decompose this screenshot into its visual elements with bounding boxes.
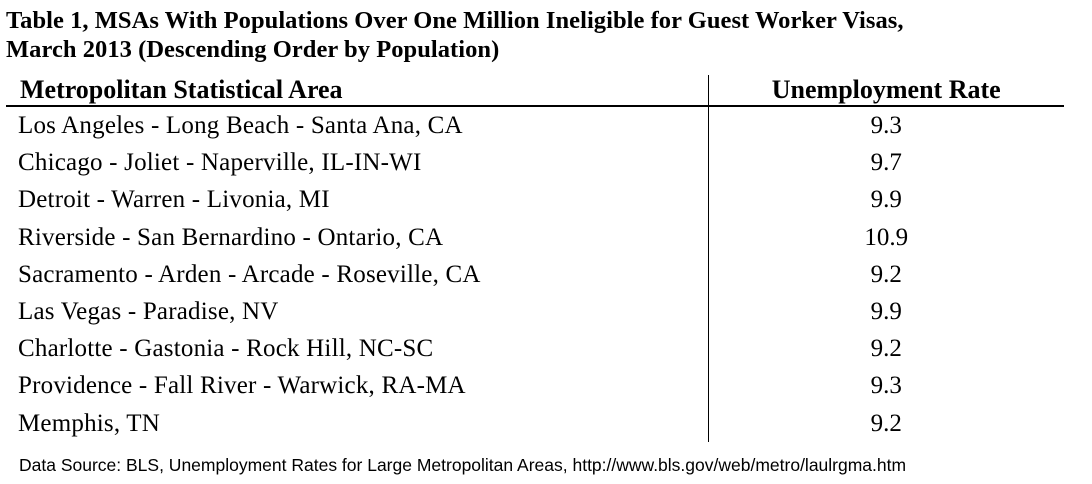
area-cell: Riverside - San Bernardino - Ontario, CA — [18, 223, 444, 251]
table-body: Los Angeles - Long Beach - Santa Ana, CA… — [6, 106, 1064, 442]
area-cell: Las Vegas - Paradise, NV — [18, 298, 279, 326]
rate-cell: 9.3 — [707, 106, 1064, 145]
rate-cell: 9.2 — [707, 404, 1064, 442]
rate-cell: 9.9 — [707, 292, 1064, 331]
data-source-note: Data Source: BLS, Unemployment Rates for… — [19, 455, 907, 475]
table-title-line-1: Table 1, MSAs With Populations Over One … — [6, 7, 904, 34]
table-row: Chicago - Joliet - Naperville, IL-IN-WI … — [6, 144, 1064, 182]
area-cell: Memphis, TN — [18, 409, 161, 437]
table-row: Detroit - Warren - Livonia, MI 9.9 — [6, 181, 1064, 219]
area-cell: Chicago - Joliet - Naperville, IL-IN-WI — [18, 149, 422, 177]
table-title-line-2: March 2013 (Descending Order by Populati… — [6, 36, 500, 63]
unemployment-table: Metropolitan Statistical Area Unemployme… — [6, 75, 1064, 442]
rate-cell: 9.2 — [707, 255, 1064, 293]
area-cell: Charlotte - Gastonia - Rock Hill, NC-SC — [18, 335, 434, 363]
rate-cell: 9.3 — [707, 367, 1064, 405]
column-header-area: Metropolitan Statistical Area — [6, 75, 708, 107]
rate-cell: 9.9 — [707, 181, 1064, 219]
table-row: Riverside - San Bernardino - Ontario, CA… — [6, 218, 1064, 256]
column-header-rate: Unemployment Rate — [707, 75, 1064, 107]
rate-cell: 10.9 — [707, 218, 1064, 256]
rate-cell: 9.7 — [707, 144, 1064, 182]
rate-cell: 9.2 — [707, 330, 1064, 368]
data-table-container: Metropolitan Statistical Area Unemployme… — [6, 75, 1064, 444]
table-row: Los Angeles - Long Beach - Santa Ana, CA… — [6, 106, 1064, 145]
table-row: Charlotte - Gastonia - Rock Hill, NC-SC … — [6, 330, 1064, 368]
area-cell: Los Angeles - Long Beach - Santa Ana, CA — [18, 112, 463, 140]
area-cell: Providence - Fall River - Warwick, RA-MA — [18, 372, 466, 400]
table-row: Las Vegas - Paradise, NV 9.9 — [6, 292, 1064, 331]
table-row: Memphis, TN 9.2 — [6, 404, 1064, 442]
area-cell: Detroit - Warren - Livonia, MI — [18, 186, 330, 214]
table-header: Metropolitan Statistical Area Unemployme… — [6, 75, 1064, 107]
header-row: Metropolitan Statistical Area Unemployme… — [6, 75, 1064, 107]
area-cell: Sacramento - Arden - Arcade - Roseville,… — [18, 260, 481, 288]
table-row: Sacramento - Arden - Arcade - Roseville,… — [6, 255, 1064, 293]
table-title: Table 1, MSAs With Populations Over One … — [6, 6, 1086, 64]
table-row: Providence - Fall River - Warwick, RA-MA… — [6, 367, 1064, 405]
